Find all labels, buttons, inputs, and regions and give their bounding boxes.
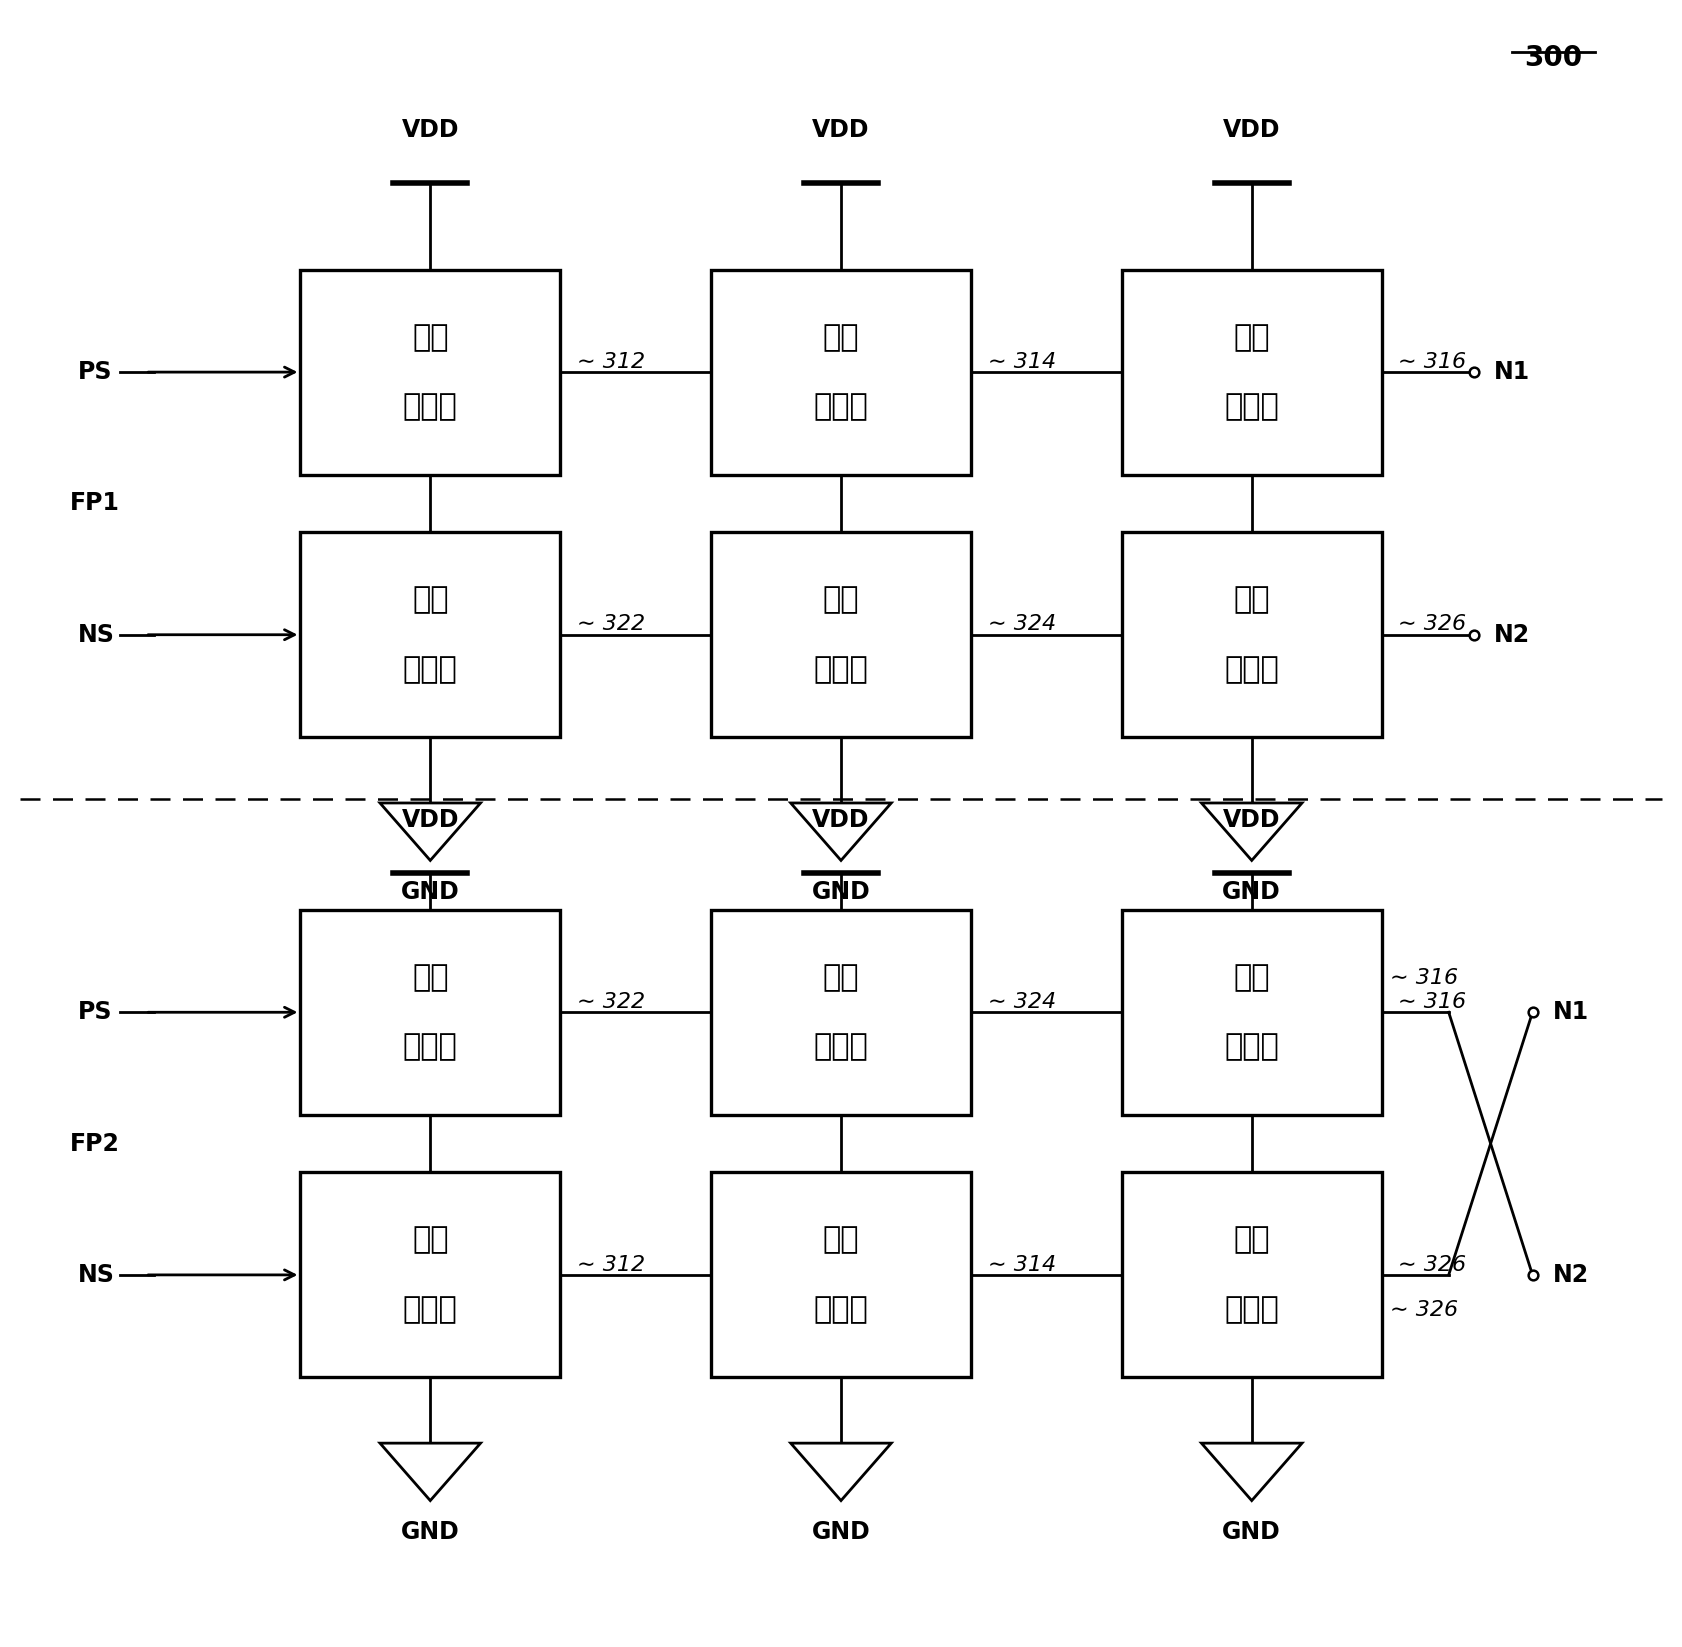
Text: 第一: 第一	[412, 1225, 449, 1255]
Bar	[301, 1173, 560, 1377]
Text: VDD: VDD	[1223, 119, 1280, 142]
Bar	[301, 270, 560, 474]
Text: 第二: 第二	[1233, 585, 1270, 614]
Text: 第一: 第一	[412, 323, 449, 352]
Text: VDD: VDD	[402, 807, 459, 832]
Bar	[711, 1173, 971, 1377]
Text: FP1: FP1	[71, 491, 119, 516]
Polygon shape	[380, 804, 481, 860]
Text: ∼ 312: ∼ 312	[577, 352, 646, 372]
Text: ∼ 316: ∼ 316	[1398, 991, 1467, 1011]
Text: NS: NS	[79, 623, 114, 647]
Text: FP2: FP2	[71, 1131, 119, 1156]
Text: 输入级: 输入级	[404, 656, 458, 684]
Text: GND: GND	[812, 1520, 870, 1545]
Text: GND: GND	[812, 879, 870, 904]
Text: VDD: VDD	[812, 119, 870, 142]
Bar	[1122, 270, 1381, 474]
Bar	[1122, 909, 1381, 1115]
Polygon shape	[1201, 804, 1302, 860]
Text: 输出级: 输出级	[1224, 656, 1278, 684]
Text: 第一: 第一	[1233, 963, 1270, 991]
Text: 第二: 第二	[412, 585, 449, 614]
Bar	[711, 532, 971, 738]
Polygon shape	[791, 804, 891, 860]
Text: VDD: VDD	[1223, 807, 1280, 832]
Text: GND: GND	[1223, 879, 1282, 904]
Text: ∼ 316: ∼ 316	[1398, 352, 1467, 372]
Text: PS: PS	[79, 361, 113, 384]
Text: ∼ 322: ∼ 322	[577, 614, 646, 634]
Text: ∼ 326: ∼ 326	[1398, 1255, 1467, 1275]
Polygon shape	[791, 1443, 891, 1500]
Bar	[301, 909, 560, 1115]
Text: PS: PS	[79, 1000, 113, 1024]
Text: 输出级: 输出级	[1224, 1033, 1278, 1062]
Polygon shape	[380, 1443, 481, 1500]
Text: 增益级: 增益级	[814, 1033, 868, 1062]
Text: 第一: 第一	[1233, 323, 1270, 352]
Text: 增益级: 增益级	[814, 656, 868, 684]
Bar	[301, 532, 560, 738]
Polygon shape	[1201, 1443, 1302, 1500]
Text: N2: N2	[1552, 1263, 1589, 1286]
Text: ∼ 326: ∼ 326	[1389, 1299, 1458, 1319]
Text: ∼ 324: ∼ 324	[987, 991, 1056, 1011]
Text: ∼ 312: ∼ 312	[577, 1255, 646, 1275]
Bar	[1122, 532, 1381, 738]
Text: ∼ 314: ∼ 314	[987, 352, 1056, 372]
Bar	[1122, 1173, 1381, 1377]
Text: N2: N2	[1494, 623, 1531, 647]
Text: 输入级: 输入级	[404, 1295, 458, 1324]
Text: GND: GND	[400, 1520, 459, 1545]
Text: 第二: 第二	[822, 585, 860, 614]
Text: N1: N1	[1494, 361, 1531, 384]
Text: GND: GND	[400, 879, 459, 904]
Text: 第一: 第一	[822, 1225, 860, 1255]
Text: VDD: VDD	[812, 807, 870, 832]
Text: 第一: 第一	[822, 323, 860, 352]
Text: 输出级: 输出级	[1224, 1295, 1278, 1324]
Text: ∼ 316: ∼ 316	[1389, 968, 1458, 988]
Text: ∼ 322: ∼ 322	[577, 991, 646, 1011]
Text: 300: 300	[1524, 44, 1583, 72]
Text: 输入级: 输入级	[404, 392, 458, 422]
Text: 增益级: 增益级	[814, 1295, 868, 1324]
Text: 增益级: 增益级	[814, 392, 868, 422]
Text: N1: N1	[1552, 1000, 1589, 1024]
Text: 输入级: 输入级	[404, 1033, 458, 1062]
Text: ∼ 326: ∼ 326	[1398, 614, 1467, 634]
Text: 第二: 第二	[412, 963, 449, 991]
Text: ∼ 324: ∼ 324	[987, 614, 1056, 634]
Bar	[711, 270, 971, 474]
Text: VDD: VDD	[402, 119, 459, 142]
Text: NS: NS	[79, 1263, 114, 1286]
Text: 第二: 第二	[822, 963, 860, 991]
Text: ∼ 314: ∼ 314	[987, 1255, 1056, 1275]
Text: GND: GND	[1223, 1520, 1282, 1545]
Text: 输出级: 输出级	[1224, 392, 1278, 422]
Text: 第二: 第二	[1233, 1225, 1270, 1255]
Bar	[711, 909, 971, 1115]
